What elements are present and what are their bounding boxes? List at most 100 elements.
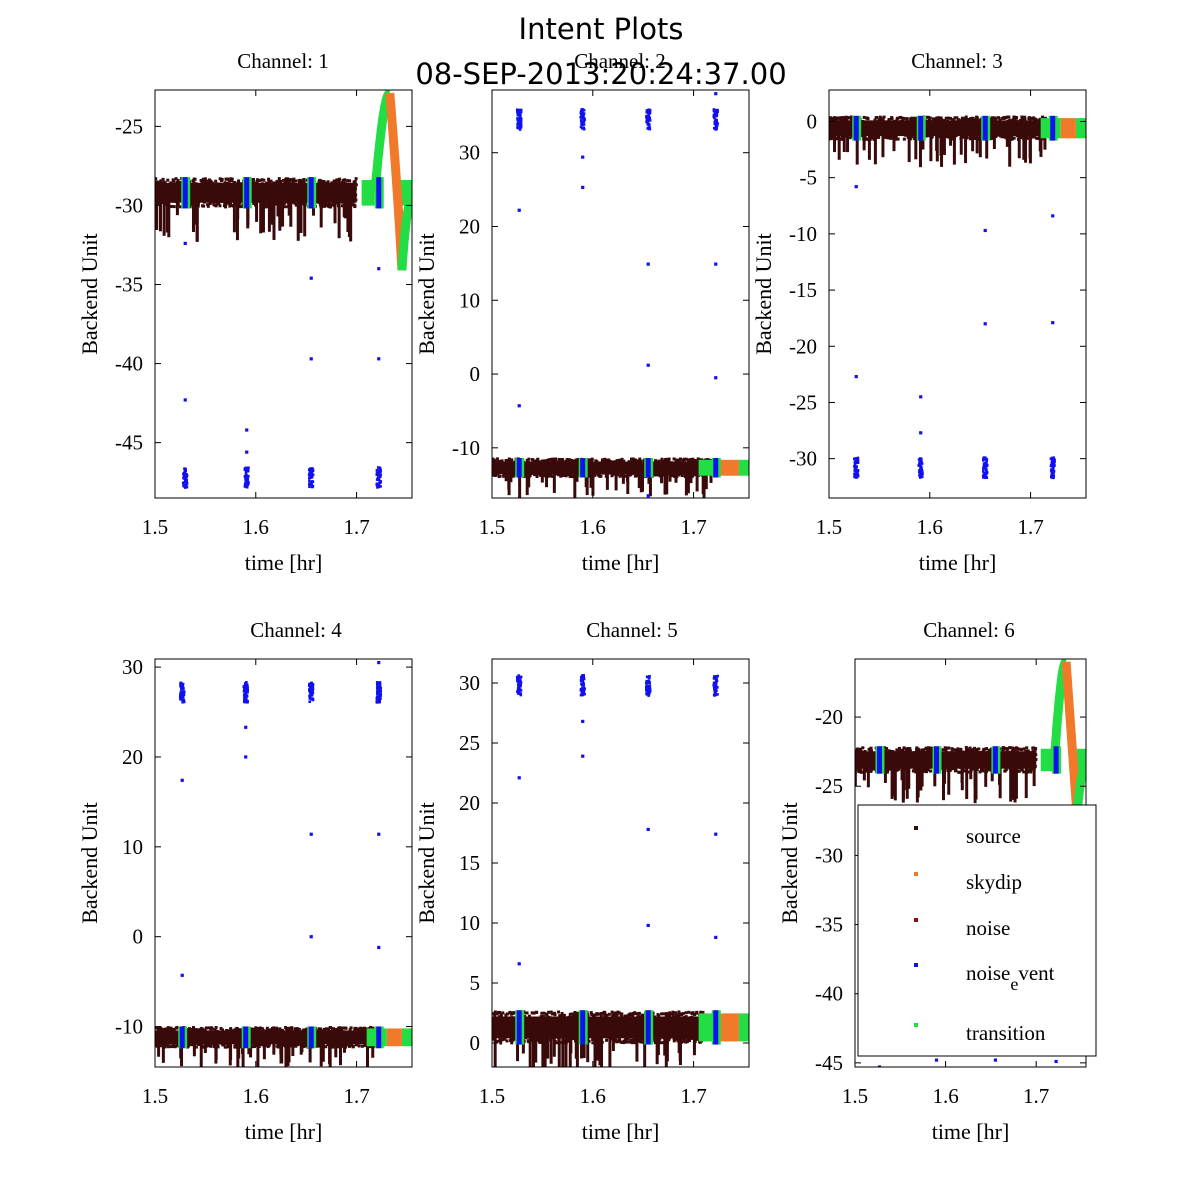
source-point [890,117,894,121]
source-point [850,134,854,138]
source-point [559,473,563,477]
source-point [549,1010,553,1014]
noise-event-outlier [180,973,184,977]
source-point [500,459,504,463]
noise-event-marker [376,1026,382,1049]
source-point [553,1013,557,1017]
source-point [204,180,208,184]
x-tick-label: 1.6 [243,515,269,539]
source-point [343,178,347,182]
source-point [218,177,222,181]
noise-event-point [920,473,924,477]
x-tick-label: 1.5 [479,515,505,539]
noise-event-point [242,694,246,697]
noise-event-point [245,694,249,698]
noise-event-point [379,470,382,474]
source-point [495,1039,499,1043]
source-point [691,473,695,477]
noise-event-point [180,687,183,691]
source-point [608,459,612,463]
noise-event-point [646,118,649,122]
source-point [944,116,948,120]
x-tick-label: 1.5 [142,1084,168,1108]
source-point [616,473,620,477]
source-point [631,457,635,461]
source-point [202,179,206,183]
source-point [272,1026,276,1030]
source-point [224,202,228,206]
source-point [568,458,572,462]
noise-event-outlier [244,725,248,729]
source-point [161,177,165,181]
source-point [504,1013,508,1017]
source-point [302,180,306,184]
noise-event-point [856,475,859,478]
noise-event-point [855,470,859,474]
y-tick-label: -40 [115,352,143,376]
noise-event-point [185,478,188,482]
source-point [344,1026,348,1030]
source-point [896,116,900,120]
source-point [346,179,350,183]
source-point [665,457,669,461]
source-point [282,202,286,206]
source-point [639,459,643,463]
noise-event-point [378,697,381,701]
noise-event-point [308,469,312,472]
noise-event-point [377,469,380,472]
noise-event-marker [243,1026,249,1049]
figure-subtitle: 08-SEP-2013:20:24:37.00 [415,57,786,91]
source-point [689,458,693,462]
noise-event-point [580,117,584,120]
source-point [236,1028,240,1032]
source-point [507,457,511,461]
noise-event-outlier [309,276,313,280]
noise-event-point [714,118,717,122]
source-point [317,180,321,184]
noise-event-point [579,125,583,129]
x-tick-label: 1.6 [917,515,943,539]
noise-event-point [716,110,719,113]
noise-event-point [1052,476,1055,479]
source-point [492,1012,496,1016]
source-point [226,201,230,205]
y-tick-label: -10 [452,436,480,460]
noise-event-point [919,475,922,478]
source-point [564,474,568,478]
source-point [206,179,210,183]
noise-event-point [308,485,311,489]
noise-event-outlier [517,404,521,408]
noise-event-point [645,120,649,124]
source-point [172,1043,176,1047]
source-point [296,1027,300,1031]
noise-event-outlier [714,262,718,266]
noise-event-point [917,464,921,467]
noise-event-point [713,114,716,118]
y-tick-label: -30 [789,447,817,471]
source-point [1015,116,1019,120]
source-point [166,1045,170,1049]
source-point [226,177,230,181]
source-point [542,459,546,463]
source-point [210,1027,214,1031]
source-point [990,136,994,140]
source-series [492,457,715,498]
noise-event-point [985,459,988,463]
noise-event-point [713,121,717,125]
source-point [619,459,623,463]
source-point [499,1012,503,1016]
noise-event-outlier [581,185,585,189]
source-point [156,1026,160,1030]
source-point [905,117,909,121]
noise-event-point [247,474,250,478]
noise-event-point [985,472,988,475]
source-point [862,115,866,119]
y-tick-label: 10 [122,835,143,859]
source-point [492,473,495,477]
noise-event-point [519,123,523,126]
source-point [200,1027,204,1031]
noise-event-point [308,694,311,698]
source-point [667,457,671,461]
noise-event-point [244,693,248,696]
noise-event-outlier [646,494,650,498]
